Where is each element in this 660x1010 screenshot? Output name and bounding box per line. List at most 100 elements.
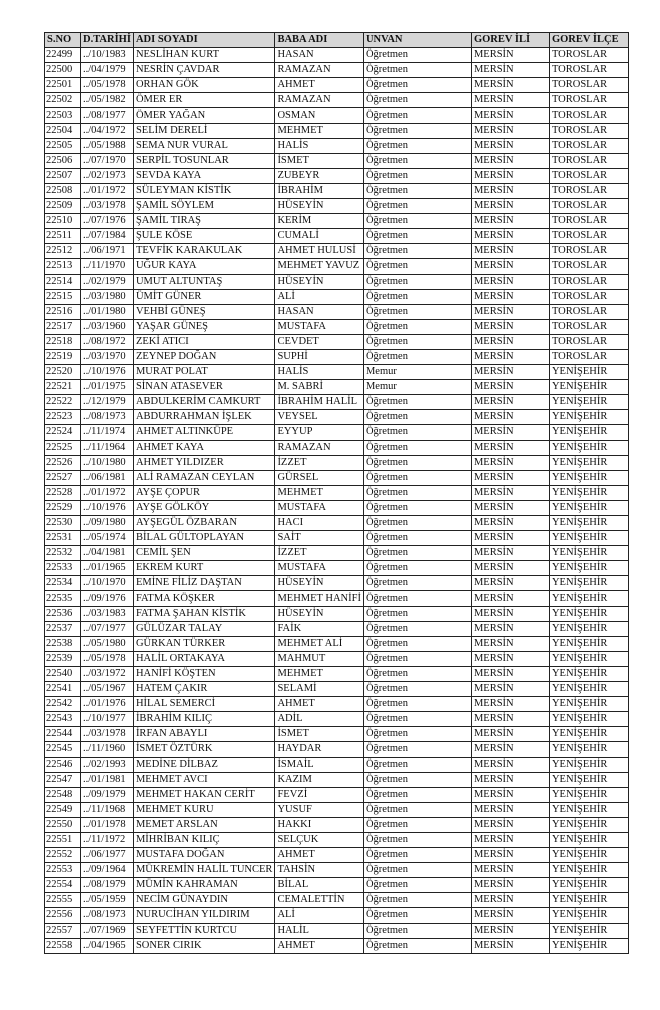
table-row: 22528 ../01/1972 AYŞE ÇOPUR MEHMET Öğretmen M… (44, 484, 629, 501)
table-row: 22524 ../11/1974 AHMET ALTINKÜPE EYYUP Öğret… (44, 424, 629, 441)
cell-name: SEVDA KAYA (132, 167, 276, 184)
cell-birth-date: ../09/1979 (80, 786, 134, 803)
table-row: 22527 ../06/1981 ALİ RAMAZAN CEYLAN GÜRSEL Ö… (44, 469, 629, 486)
cell-title: Öğretmen (362, 650, 472, 667)
cell-sno: 22505 (44, 137, 81, 154)
cell-province: MERSİN (470, 514, 550, 532)
cell-father-name: VEYSEL (274, 409, 364, 426)
cell-birth-date: ../04/1981 (80, 545, 134, 562)
cell-title: Öğretmen (362, 877, 472, 894)
cell-district: TOROSLAR (548, 333, 629, 350)
cell-title: Öğretmen (362, 182, 472, 200)
cell-title: Öğretmen (362, 771, 472, 788)
cell-sno: 22508 (44, 182, 81, 200)
cell-sno: 22537 (44, 620, 81, 637)
cell-father-name: CUMALİ (274, 228, 364, 245)
cell-province: MERSİN (470, 243, 550, 260)
table-row: 22540 ../03/1972 HANİFİ KÖŞTEN MEHMET Öğretm… (44, 665, 629, 683)
cell-title: Öğretmen (362, 62, 472, 79)
table-row: 22505 ../05/1988 SEMA NUR VURAL HALİS Öğretm… (44, 137, 629, 154)
cell-district: TOROSLAR (548, 167, 629, 184)
cell-birth-date: ../05/1978 (80, 77, 134, 94)
cell-name: AHMET ALTINKÜPE (132, 424, 276, 441)
cell-father-name: HAYDAR (274, 741, 364, 758)
cell-district: TOROSLAR (548, 77, 629, 94)
table-row: 22502 ../05/1982 ÖMER ER RAMAZAN Öğretmen MER… (44, 92, 629, 109)
cell-father-name: BİLAL (274, 877, 364, 894)
cell-sno: 22522 (44, 394, 81, 411)
cell-district: YENİŞEHİR (548, 922, 629, 939)
cell-father-name: AHMET HULUSİ (274, 243, 364, 260)
table-row: 22518 ../08/1972 ZEKİ ATICI CEVDET Öğretmen M… (44, 333, 629, 350)
cell-title: Öğretmen (362, 907, 472, 924)
cell-name: HANİFİ KÖŞTEN (132, 665, 276, 683)
cell-father-name: AHMET (274, 77, 364, 94)
cell-district: YENİŞEHİR (548, 681, 629, 698)
cell-name: MUSTAFA DOĞAN (132, 847, 276, 864)
cell-title: Öğretmen (362, 198, 472, 215)
cell-name: MİHRİBAN KILIÇ (132, 831, 276, 849)
cell-birth-date: ../09/1980 (80, 514, 134, 532)
cell-province: MERSİN (470, 922, 550, 939)
cell-birth-date: ../12/1979 (80, 394, 134, 411)
cell-title: Öğretmen (362, 726, 472, 743)
cell-name: EMİNE FİLİZ DAŞTAN (132, 575, 276, 592)
cell-province: MERSİN (470, 288, 550, 305)
cell-district: TOROSLAR (548, 228, 629, 245)
cell-province: MERSİN (470, 348, 550, 366)
cell-district: YENİŞEHİR (548, 847, 629, 864)
table-row: 22521 ../01/1975 SİNAN ATASEVER M. SABRİ Mem… (44, 379, 629, 396)
cell-name: TEVFİK KARAKULAK (132, 243, 276, 260)
cell-father-name: KAZIM (274, 771, 364, 788)
cell-sno: 22546 (44, 756, 81, 773)
cell-father-name: CEMALETTİN (274, 892, 364, 909)
cell-province: MERSİN (470, 198, 550, 215)
cell-name: SÜLEYMAN KİSTİK (132, 182, 276, 200)
cell-title: Öğretmen (362, 228, 472, 245)
cell-birth-date: ../05/1974 (80, 530, 134, 547)
cell-title: Öğretmen (362, 167, 472, 184)
cell-province: MERSİN (470, 907, 550, 924)
cell-district: TOROSLAR (548, 258, 629, 275)
cell-name: MEHMET KURU (132, 801, 276, 818)
cell-title: Öğretmen (362, 258, 472, 275)
cell-father-name: MEHMET (274, 484, 364, 501)
cell-title: Memur (362, 379, 472, 396)
cell-birth-date: ../03/1972 (80, 665, 134, 683)
cell-birth-date: ../01/1981 (80, 771, 134, 788)
cell-province: MERSİN (470, 62, 550, 79)
cell-district: YENİŞEHİR (548, 439, 629, 456)
table-row: 22519 ../03/1970 ZEYNEP DOĞAN SUPHİ Öğretmen… (44, 348, 629, 366)
cell-father-name: İZZET (274, 454, 364, 471)
cell-title: Öğretmen (362, 575, 472, 592)
cell-title: Öğretmen (362, 711, 472, 728)
cell-father-name: HAKKI (274, 816, 364, 833)
cell-birth-date: ../05/1982 (80, 92, 134, 109)
cell-title: Öğretmen (362, 424, 472, 441)
cell-title: Öğretmen (362, 92, 472, 109)
cell-district: YENİŞEHİR (548, 816, 629, 833)
cell-province: MERSİN (470, 847, 550, 864)
cell-title: Öğretmen (362, 454, 472, 471)
cell-district: YENİŞEHİR (548, 379, 629, 396)
cell-title: Öğretmen (362, 801, 472, 818)
cell-sno: 22521 (44, 379, 81, 396)
cell-name: MÜKREMİN HALİL TUNCER (132, 862, 276, 879)
cell-sno: 22520 (44, 364, 81, 381)
cell-father-name: HASAN (274, 47, 364, 64)
header-birth-date: D.TARİHİ (80, 31, 134, 49)
cell-father-name: KERİM (274, 213, 364, 230)
cell-sno: 22514 (44, 273, 81, 290)
cell-name: ÜMİT GÜNER (132, 288, 276, 305)
cell-province: MERSİN (470, 620, 550, 637)
cell-father-name: FAİK (274, 620, 364, 637)
table-row: 22545 ../11/1960 İSMET ÖZTÜRK HAYDAR Öğretme… (44, 741, 629, 758)
cell-father-name: ADİL (274, 711, 364, 728)
table-row: 22515 ../03/1980 ÜMİT GÜNER ALİ Öğretmen MERS… (44, 288, 629, 305)
cell-district: YENİŞEHİR (548, 892, 629, 909)
header-father-name: BABA ADI (274, 31, 364, 49)
cell-district: TOROSLAR (548, 243, 629, 260)
cell-name: ORHAN GÖK (132, 77, 276, 94)
cell-sno: 22547 (44, 771, 81, 788)
cell-father-name: MUSTAFA (274, 318, 364, 335)
